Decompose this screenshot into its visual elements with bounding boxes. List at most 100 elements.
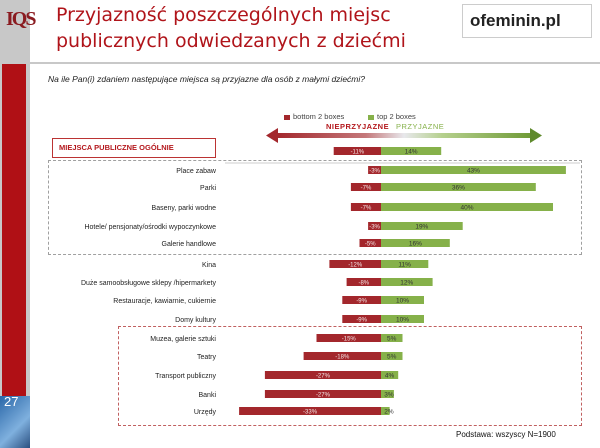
header-divider [30,62,600,64]
bar-top-2-boxes [381,166,566,174]
legend-swatch-top [368,114,374,120]
bar-top-2-boxes [381,334,403,342]
friendly-label: PRZYJAZNE [396,122,445,131]
bar-top-2-boxes [381,296,424,304]
category-label: Baseny, parki wodne [152,205,217,212]
category-label: Parki [200,185,216,192]
value-label-bottom: -9% [356,299,367,305]
value-label-bottom: -27% [316,393,331,399]
value-label-top: 43% [467,168,480,175]
title-line-2: publicznych odwiedzanych z dziećmi [56,30,406,52]
bar-top-2-boxes [381,390,394,398]
bar-bottom-2-boxes [329,260,381,268]
slide-number: 27 [4,394,19,409]
value-label-bottom: -33% [303,410,318,416]
value-label-bottom: -15% [342,337,357,343]
legend-bottom-label: bottom 2 boxes [293,112,345,121]
category-label: Urzędy [194,409,217,416]
legend-top: top 2 boxes [368,112,416,121]
category-label: Hotele/ pensjonaty/ośrodki wypoczynkowe [84,224,216,231]
bar-top-2-boxes [381,239,450,247]
bar-top-2-boxes [381,315,424,323]
category-label: Duże samoobsługowe sklepy /hipermarkety [81,280,217,287]
category-label: Teatry [197,354,217,361]
value-label-top: 16% [409,241,422,248]
title-line-1: Przyjazność poszczególnych miejsc [56,4,391,26]
iqs-logo: IQS [2,2,37,38]
scale-arrow [266,128,542,143]
category-label: Restauracje, kawiarnie, cukiernie [113,298,216,305]
footnote: Podstawa: wszyscy N=1900 [456,430,556,439]
category-label: Kina [202,262,216,269]
bar-top-2-boxes [381,222,463,230]
value-label-top: 10% [396,317,409,324]
bar-bottom-2-boxes [342,296,381,304]
legend-bottom: bottom 2 boxes [284,112,344,121]
value-label-bottom: -5% [365,242,376,248]
value-label-top: 3% [384,392,394,399]
group-outline-top [48,160,582,255]
value-label-top: 2% [384,409,394,416]
value-label-top: 5% [387,354,397,361]
category-label: Galerie handlowe [162,241,217,248]
bar-top-2-boxes [381,203,553,211]
value-label-top: 19% [415,224,428,231]
category-header-label: MIEJSCA PUBLICZNE OGÓLNIE [59,143,174,152]
value-label-top: 10% [396,298,409,305]
legend-swatch-bottom [284,114,290,120]
bar-bottom-2-boxes [239,407,381,415]
bar-top-2-boxes [381,183,536,191]
category-label: Muzea, galerie sztuki [150,336,216,343]
category-label: Banki [198,392,216,399]
bar-bottom-2-boxes [368,222,381,230]
iqs-logo-text: IQS [6,8,37,30]
bar-bottom-2-boxes [350,183,381,191]
value-label-bottom: -7% [361,186,372,192]
bar-top-2-boxes [381,407,390,415]
value-label-bottom: -11% [351,150,365,156]
value-label-top: 5% [387,336,397,343]
left-rail-accent [2,64,26,404]
value-label-bottom: -3% [369,169,380,175]
bar-bottom-2-boxes [368,166,381,174]
bar-bottom-2-boxes [264,390,381,398]
slide-number-badge [0,396,30,448]
survey-question: Na ile Pan(i) zdaniem następujące miejsc… [48,74,365,84]
value-label-top: 11% [398,262,411,269]
bar-bottom-2-boxes [342,315,381,323]
value-label-bottom: -3% [369,225,380,231]
category-label: Place zabaw [176,168,217,175]
bar-top-2-boxes [381,260,429,268]
unfriendly-label: NIEPRZYJAZNE [326,122,390,131]
value-label-top: 14% [405,149,418,156]
brand-logo-text: ofeminin.pl [470,11,561,30]
bar-bottom-2-boxes [333,147,381,155]
bar-bottom-2-boxes [264,371,381,379]
category-label: Domy kultury [175,317,216,324]
value-label-bottom: -9% [356,318,367,324]
brand-logo: ofeminin.pl [462,4,592,38]
group-outline-bottom [118,326,582,426]
bar-bottom-2-boxes [303,352,381,360]
value-label-bottom: -27% [316,374,331,380]
bar-bottom-2-boxes [359,239,381,247]
slide-title: Przyjazność poszczególnych miejsc public… [56,2,436,54]
bar-bottom-2-boxes [346,278,381,286]
value-label-bottom: -8% [358,281,369,287]
value-label-bottom: -7% [361,206,372,212]
value-label-top: 12% [400,280,413,287]
category-header: MIEJSCA PUBLICZNE OGÓLNIE [52,138,216,158]
bar-top-2-boxes [381,278,433,286]
bar-bottom-2-boxes [350,203,381,211]
value-label-bottom: -18% [335,355,350,361]
bar-top-2-boxes [381,147,442,155]
bar-top-2-boxes [381,371,399,379]
value-label-top: 4% [385,373,395,380]
bar-bottom-2-boxes [316,334,381,342]
value-label-top: 40% [460,205,473,212]
value-label-top: 36% [452,185,465,192]
bar-top-2-boxes [381,352,403,360]
legend-top-label: top 2 boxes [377,112,416,121]
